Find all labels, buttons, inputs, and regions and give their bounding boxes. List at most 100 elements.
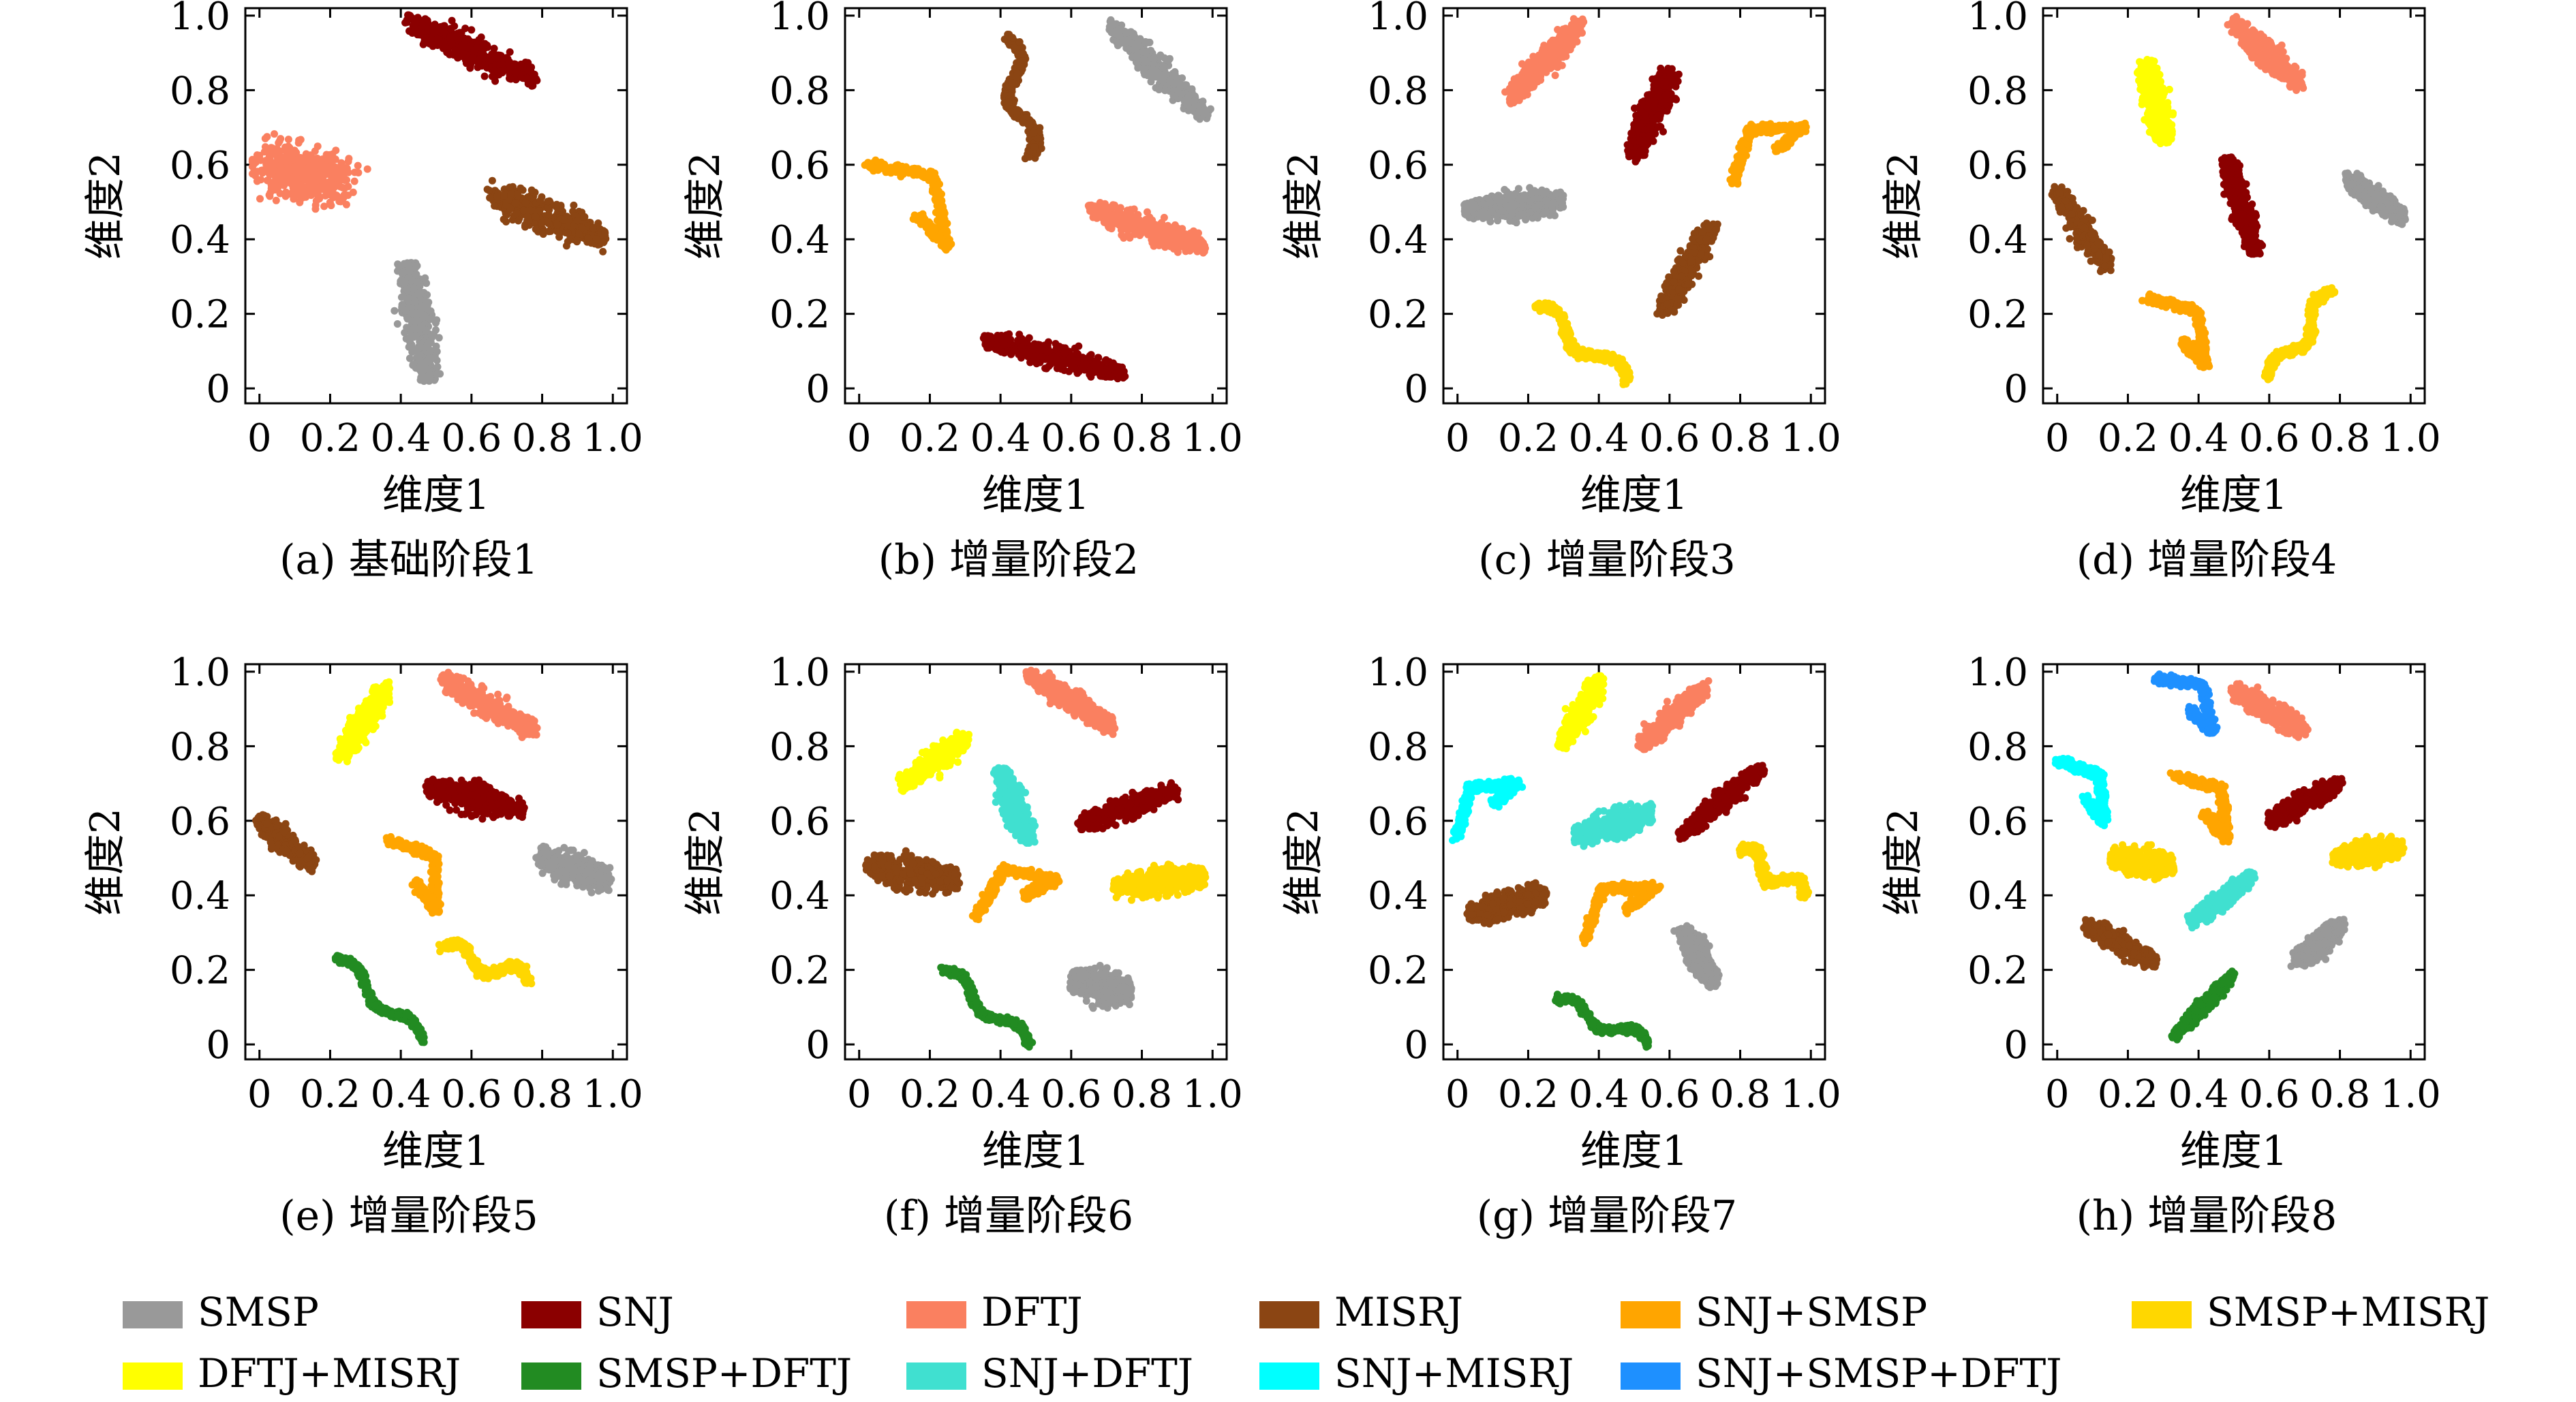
point — [307, 155, 316, 163]
point — [281, 192, 290, 200]
point — [1546, 42, 1554, 50]
point — [420, 34, 429, 42]
point — [491, 202, 499, 210]
point — [1650, 102, 1658, 110]
point — [938, 213, 947, 221]
point — [1046, 354, 1054, 362]
point — [1185, 91, 1193, 99]
point — [299, 158, 307, 166]
point — [1651, 129, 1659, 138]
y-axis-label: 维度2 — [1280, 152, 1328, 260]
point — [328, 157, 335, 166]
point — [328, 163, 337, 172]
point — [1637, 108, 1644, 116]
y-tick-label: 0.6 — [170, 144, 230, 188]
point — [1171, 240, 1180, 249]
point — [1030, 143, 1039, 151]
point — [256, 195, 264, 203]
point — [280, 181, 288, 189]
point — [335, 198, 343, 206]
point — [562, 242, 570, 250]
point — [409, 360, 417, 369]
point — [1151, 73, 1159, 81]
point — [292, 149, 300, 157]
point — [1015, 38, 1024, 46]
point — [296, 136, 305, 144]
point — [1043, 364, 1051, 373]
point — [1554, 44, 1562, 52]
point — [494, 68, 502, 76]
point — [600, 238, 608, 247]
point — [307, 178, 315, 186]
y-tick-label: 0 — [1404, 367, 1428, 411]
point — [1029, 345, 1037, 354]
point — [466, 64, 474, 72]
point — [1090, 360, 1099, 369]
point — [343, 176, 350, 184]
point — [410, 310, 418, 318]
point — [431, 354, 439, 362]
point — [532, 225, 540, 233]
point — [1193, 235, 1201, 243]
point — [275, 137, 283, 145]
point — [1013, 74, 1021, 81]
point — [553, 221, 562, 229]
point — [1088, 208, 1097, 216]
y-tick-label: 0.6 — [1368, 144, 1428, 188]
point — [924, 221, 932, 229]
point — [1120, 224, 1129, 232]
point — [451, 46, 459, 54]
point — [1073, 349, 1081, 357]
point — [521, 199, 530, 207]
panel-c: 0 0.2 0.4 0.6 0.8 1.000.20.40.60.81.0维度1维度2(c… — [1280, 0, 1841, 584]
point — [418, 323, 426, 331]
point — [448, 39, 456, 47]
point — [520, 206, 527, 215]
point — [1551, 72, 1559, 80]
x-tick-label: 0.6 — [1639, 416, 1700, 461]
point — [349, 188, 357, 196]
point — [470, 57, 478, 65]
point — [401, 307, 410, 315]
point — [284, 169, 292, 176]
point — [271, 186, 279, 194]
x-axis-label: 维度1 — [982, 471, 1090, 519]
point — [1113, 31, 1121, 39]
point — [1139, 55, 1148, 63]
point — [507, 75, 515, 83]
cluster-snj — [401, 11, 541, 90]
point — [459, 52, 467, 60]
y-tick-label: 0 — [806, 367, 830, 411]
point — [294, 168, 301, 176]
point — [913, 168, 921, 176]
point — [1168, 229, 1176, 237]
panel-caption: (c) 增量阶段3 — [1478, 536, 1736, 584]
point — [1000, 341, 1009, 349]
cluster-snj-smsp — [1726, 119, 1810, 188]
point — [1195, 106, 1203, 114]
point — [480, 50, 488, 59]
point — [1099, 207, 1107, 215]
point — [1171, 92, 1179, 100]
point — [422, 358, 430, 367]
point — [500, 191, 508, 200]
point — [350, 177, 358, 185]
point — [423, 343, 431, 351]
point — [1127, 39, 1135, 47]
point — [564, 229, 572, 237]
point — [1019, 118, 1027, 126]
point — [1112, 37, 1120, 46]
point — [905, 168, 913, 176]
point — [589, 224, 597, 232]
point — [522, 74, 530, 82]
point — [536, 196, 545, 204]
point — [1165, 238, 1173, 246]
x-tick-label: 0.6 — [441, 416, 502, 461]
point — [1063, 357, 1071, 365]
point — [404, 294, 412, 302]
point — [553, 200, 561, 208]
point — [543, 217, 551, 225]
x-axis-label: 维度1 — [1580, 471, 1688, 519]
point — [1156, 220, 1164, 228]
x-tick-label: 1.0 — [583, 416, 643, 461]
